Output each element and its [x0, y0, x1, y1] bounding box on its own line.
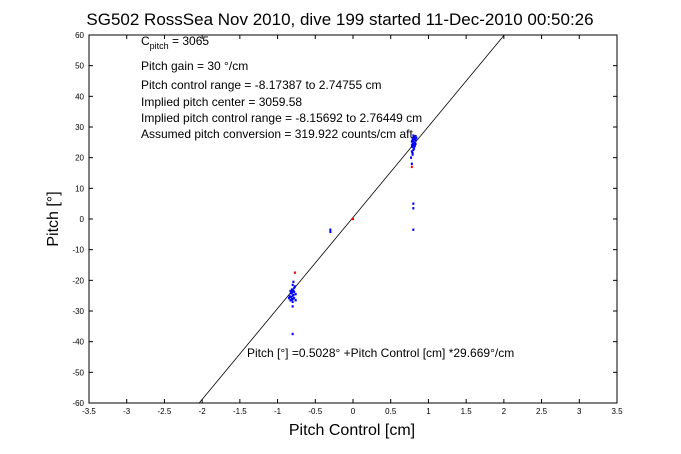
data-point	[294, 299, 297, 302]
y-tick-label: 40	[75, 92, 84, 101]
data-point	[412, 134, 415, 137]
data-point	[411, 145, 414, 149]
data-point	[289, 299, 292, 302]
data-point	[290, 292, 293, 295]
data-point	[412, 228, 415, 231]
data-point	[293, 290, 296, 294]
fit-line	[198, 34, 505, 404]
data-point	[414, 138, 417, 142]
data-point	[411, 138, 414, 141]
data-point	[292, 293, 295, 297]
data-point	[415, 136, 418, 139]
data-point	[411, 142, 414, 146]
data-point	[410, 156, 413, 159]
y-axis-label: Pitch [°]	[45, 191, 62, 246]
data-point	[412, 202, 415, 205]
annotation-fit-equation: Pitch [°] =0.5028° +Pitch Control [cm] *…	[247, 346, 514, 360]
y-tick-label: 30	[75, 123, 84, 132]
data-point	[352, 217, 354, 221]
annotation-c-pitch-main: C	[141, 34, 150, 48]
annotation-pitch-gain: Pitch gain = 30 °/cm	[141, 59, 248, 73]
data-point	[287, 296, 290, 300]
data-point	[291, 332, 294, 336]
annotation-assumed-conversion: Assumed pitch conversion = 319.922 count…	[141, 127, 413, 141]
data-point	[410, 162, 413, 165]
data-point	[413, 144, 416, 148]
annotation-pitch-control-range: Pitch control range = -8.17387 to 2.7475…	[141, 78, 382, 92]
data-point	[293, 286, 296, 290]
y-tick-label: -40	[72, 338, 84, 347]
data-point	[414, 135, 417, 138]
annotation-implied-range: Implied pitch control range = -8.15692 t…	[141, 111, 422, 125]
x-tick-label: -3.5	[82, 407, 96, 416]
x-tick-label: -1	[274, 407, 282, 416]
annotation-implied-center: Implied pitch center = 3059.58	[141, 95, 302, 109]
data-point	[288, 295, 291, 298]
x-tick-label: 2.5	[536, 407, 548, 416]
data-point	[412, 148, 415, 152]
data-point	[412, 139, 415, 142]
data-point	[294, 292, 297, 296]
data-point	[413, 143, 416, 146]
y-tick-label: 10	[75, 184, 84, 193]
y-tick-label: -30	[72, 307, 84, 316]
data-point	[291, 305, 294, 308]
annotation-c-pitch-sub: pitch	[150, 41, 169, 51]
data-point	[290, 296, 293, 299]
data-point	[412, 207, 415, 210]
data-point	[410, 140, 413, 143]
data-point	[290, 298, 293, 301]
data-point	[290, 288, 293, 291]
x-tick-label: 1	[426, 407, 431, 416]
data-point	[329, 230, 332, 234]
y-tick-label: 60	[75, 31, 84, 40]
data-point	[411, 153, 414, 156]
annotation-c-pitch: Cpitch = 3065	[141, 34, 209, 51]
x-tick-label: -2	[199, 407, 207, 416]
x-tick-label: -3	[123, 407, 131, 416]
x-tick-label: 3.5	[611, 407, 623, 416]
data-point	[292, 280, 295, 284]
annotation-c-pitch-value: = 3065	[169, 34, 210, 48]
y-tick-label: -60	[72, 399, 84, 408]
x-tick-label: 3	[577, 407, 582, 416]
y-tick-label: -50	[72, 368, 84, 377]
data-point	[410, 165, 413, 169]
x-tick-label: -2.5	[158, 407, 172, 416]
data-point	[293, 285, 296, 288]
data-point	[289, 289, 292, 293]
data-point	[411, 151, 414, 155]
x-tick-label: 1.5	[461, 407, 473, 416]
data-point	[293, 296, 296, 300]
data-point	[413, 135, 416, 139]
data-point	[410, 150, 413, 153]
data-point	[329, 228, 332, 231]
data-point	[291, 300, 294, 303]
y-tick-label: -10	[72, 246, 84, 255]
x-tick-label: 2	[502, 407, 507, 416]
y-tick-label: 0	[80, 215, 85, 224]
x-tick-label: 0	[351, 407, 356, 416]
y-tick-label: -20	[72, 276, 84, 285]
x-tick-label: 0.5	[385, 407, 397, 416]
data-point	[413, 147, 416, 150]
x-tick-label: -1.5	[233, 407, 247, 416]
x-tick-label: -0.5	[308, 407, 322, 416]
y-tick-label: 50	[75, 62, 84, 71]
data-point	[410, 144, 413, 147]
chart-title: SG502 RossSea Nov 2010, dive 199 started…	[86, 10, 593, 29]
x-axis-label: Pitch Control [cm]	[289, 422, 415, 439]
data-point	[291, 283, 294, 287]
data-point	[414, 142, 417, 146]
y-tick-label: 20	[75, 154, 84, 163]
data-point	[293, 271, 296, 274]
